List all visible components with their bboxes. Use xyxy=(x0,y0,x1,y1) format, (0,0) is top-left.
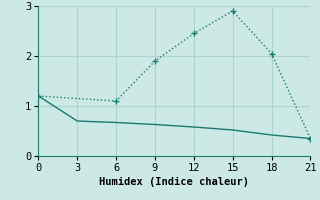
X-axis label: Humidex (Indice chaleur): Humidex (Indice chaleur) xyxy=(100,177,249,187)
